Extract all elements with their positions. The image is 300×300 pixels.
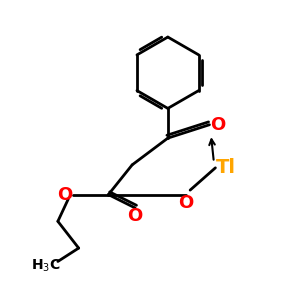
- Text: O: O: [178, 194, 193, 212]
- Text: O: O: [210, 116, 225, 134]
- Text: O: O: [57, 186, 72, 204]
- Text: Tl: Tl: [216, 158, 236, 177]
- Text: O: O: [128, 207, 143, 225]
- Text: H$_3$C: H$_3$C: [31, 258, 61, 274]
